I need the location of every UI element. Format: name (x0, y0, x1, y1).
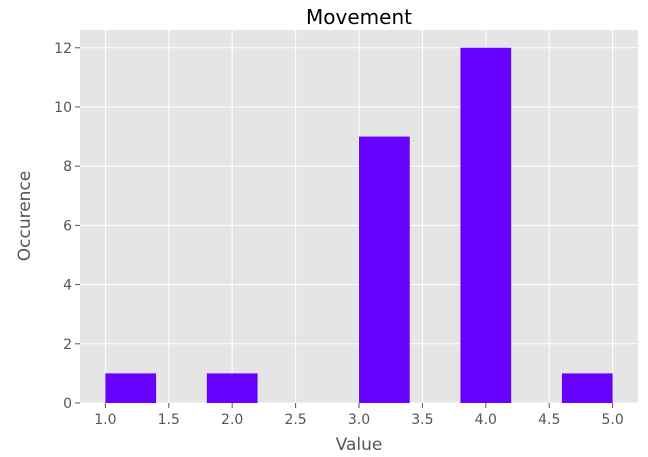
bars (105, 47, 613, 404)
chart-title: Movement (306, 5, 412, 29)
histogram-bar (206, 373, 258, 403)
x-tick-label: 4.0 (475, 412, 497, 428)
x-tick-label: 3.0 (348, 412, 370, 428)
x-axis-label: Value (336, 435, 383, 455)
y-tick-label: 4 (63, 278, 72, 294)
y-tick-label: 6 (63, 218, 72, 234)
x-tick-label: 5.0 (602, 412, 624, 428)
x-tick-label: 2.5 (284, 412, 306, 428)
y-axis-label: Occurence (15, 171, 35, 262)
y-tick-label: 0 (63, 396, 72, 412)
x-tick-label: 4.5 (538, 412, 560, 428)
x-tick-label: 1.0 (94, 412, 116, 428)
x-axis-ticks: 1.0 1.5 2.0 2.5 3.0 3.5 4.0 4.5 5.0 (94, 403, 624, 428)
x-tick-label: 1.5 (158, 412, 180, 428)
x-tick-label: 2.0 (221, 412, 243, 428)
histogram-bar (460, 47, 512, 404)
histogram-bar (561, 373, 613, 403)
y-tick-label: 12 (54, 41, 72, 57)
y-tick-label: 10 (54, 100, 72, 116)
y-tick-label: 2 (63, 337, 72, 353)
histogram-bar (105, 373, 157, 403)
x-tick-label: 3.5 (411, 412, 433, 428)
y-axis-ticks: 0 2 4 6 8 10 12 (54, 41, 80, 412)
histogram-bar (359, 136, 410, 404)
y-tick-label: 8 (63, 159, 72, 175)
